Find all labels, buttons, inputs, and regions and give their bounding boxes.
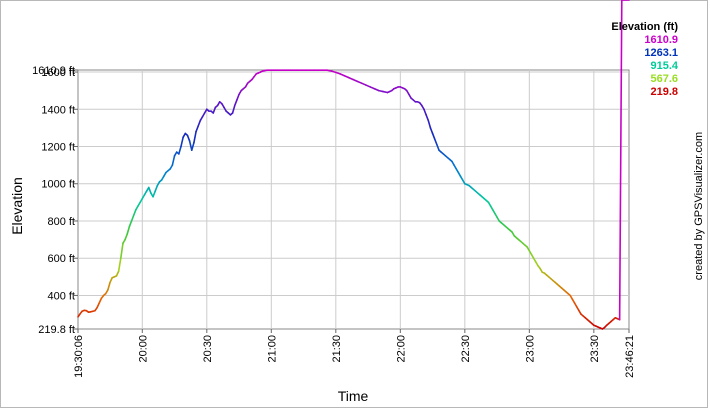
elevation-segment: [98, 297, 103, 304]
x-tick-label: 22:00: [395, 335, 407, 363]
x-axis-ticks: 19:30:06 20:00 20:30 21:00 21:30 22:00 22:30 23…: [73, 329, 636, 378]
y-tick-label: 1600 ft: [41, 67, 75, 79]
y-tick-label: 1000 ft: [41, 179, 75, 191]
x-tick-label: 23:00: [524, 335, 536, 363]
elevation-segment: [115, 270, 120, 277]
elevation-segment: [147, 186, 152, 194]
elevation-segment: [126, 225, 131, 235]
x-tick-label: 23:30: [589, 335, 601, 363]
y-tick-label: 1610.9 ft: [32, 65, 75, 77]
x-tick-label: 21:30: [331, 335, 343, 363]
elevation-segment: [618, 0, 623, 321]
y-tick-label: 1400 ft: [41, 104, 75, 116]
elevation-segment: [180, 136, 184, 148]
elevation-segment: [154, 184, 159, 192]
elevation-segment: [96, 302, 101, 309]
elevation-segment: [178, 145, 182, 155]
y-axis-title: Elevation: [9, 177, 25, 235]
elevation-segment: [152, 190, 156, 198]
x-tick-label: 22:30: [460, 335, 472, 363]
elevation-segment: [427, 119, 432, 129]
elevation-segment: [190, 141, 195, 152]
legend-title: Elevation (ft): [611, 21, 678, 33]
legend-entry: 219.8: [650, 86, 678, 98]
elevation-segment: [233, 99, 238, 107]
plot-area: [77, 69, 630, 330]
legend-entry: 1263.1: [644, 47, 678, 59]
legend-entry: 915.4: [650, 60, 678, 72]
y-tick-label: 600 ft: [47, 253, 75, 265]
elevation-segment: [124, 233, 129, 241]
elevation-segment: [236, 93, 240, 101]
x-axis-title: Time: [338, 388, 369, 404]
x-tick-label: 20:00: [137, 335, 149, 363]
legend: Elevation (ft) 1610.9 1263.1 915.4 567.6…: [611, 21, 679, 98]
elevation-segment: [130, 214, 135, 222]
y-tick-label: 219.8 ft: [38, 324, 75, 336]
x-tick-label: 20:30: [202, 335, 214, 363]
legend-entry: 1610.9: [644, 34, 678, 46]
elevation-segment: [195, 125, 199, 133]
elevation-segment: [186, 134, 191, 142]
elevation-segment: [171, 155, 176, 166]
x-tick-label: 19:30:06: [73, 335, 85, 378]
elevation-segment: [193, 130, 197, 144]
elevation-segment: [119, 242, 124, 260]
elevation-segment: [423, 108, 427, 116]
y-tick-label: 1200 ft: [41, 142, 75, 154]
elevation-segment: [429, 127, 434, 135]
elevation-segment: [132, 209, 137, 217]
credit-label: created by GPSVisualizer.com: [693, 132, 705, 280]
x-tick-label: 23:46:21: [624, 335, 636, 378]
x-tick-label: 21:00: [266, 335, 278, 363]
grid-lines: [78, 70, 629, 329]
y-tick-label: 400 ft: [47, 290, 75, 302]
elevation-segment: [212, 106, 217, 114]
y-tick-label: 800 ft: [47, 216, 75, 228]
legend-entry: 567.6: [650, 73, 678, 85]
elevation-segment: [107, 281, 111, 291]
elevation-segment: [128, 220, 133, 228]
elevation-segment: [231, 104, 236, 114]
elevation-segment: [117, 257, 122, 273]
elevation-segment: [431, 132, 436, 140]
elevation-segment: [433, 138, 438, 146]
elevation-segment: [436, 143, 440, 152]
elevation-segment: [197, 119, 202, 127]
elevation-segment: [109, 276, 113, 284]
elevation-segment: [425, 114, 430, 122]
elevation-series: [77, 0, 630, 330]
